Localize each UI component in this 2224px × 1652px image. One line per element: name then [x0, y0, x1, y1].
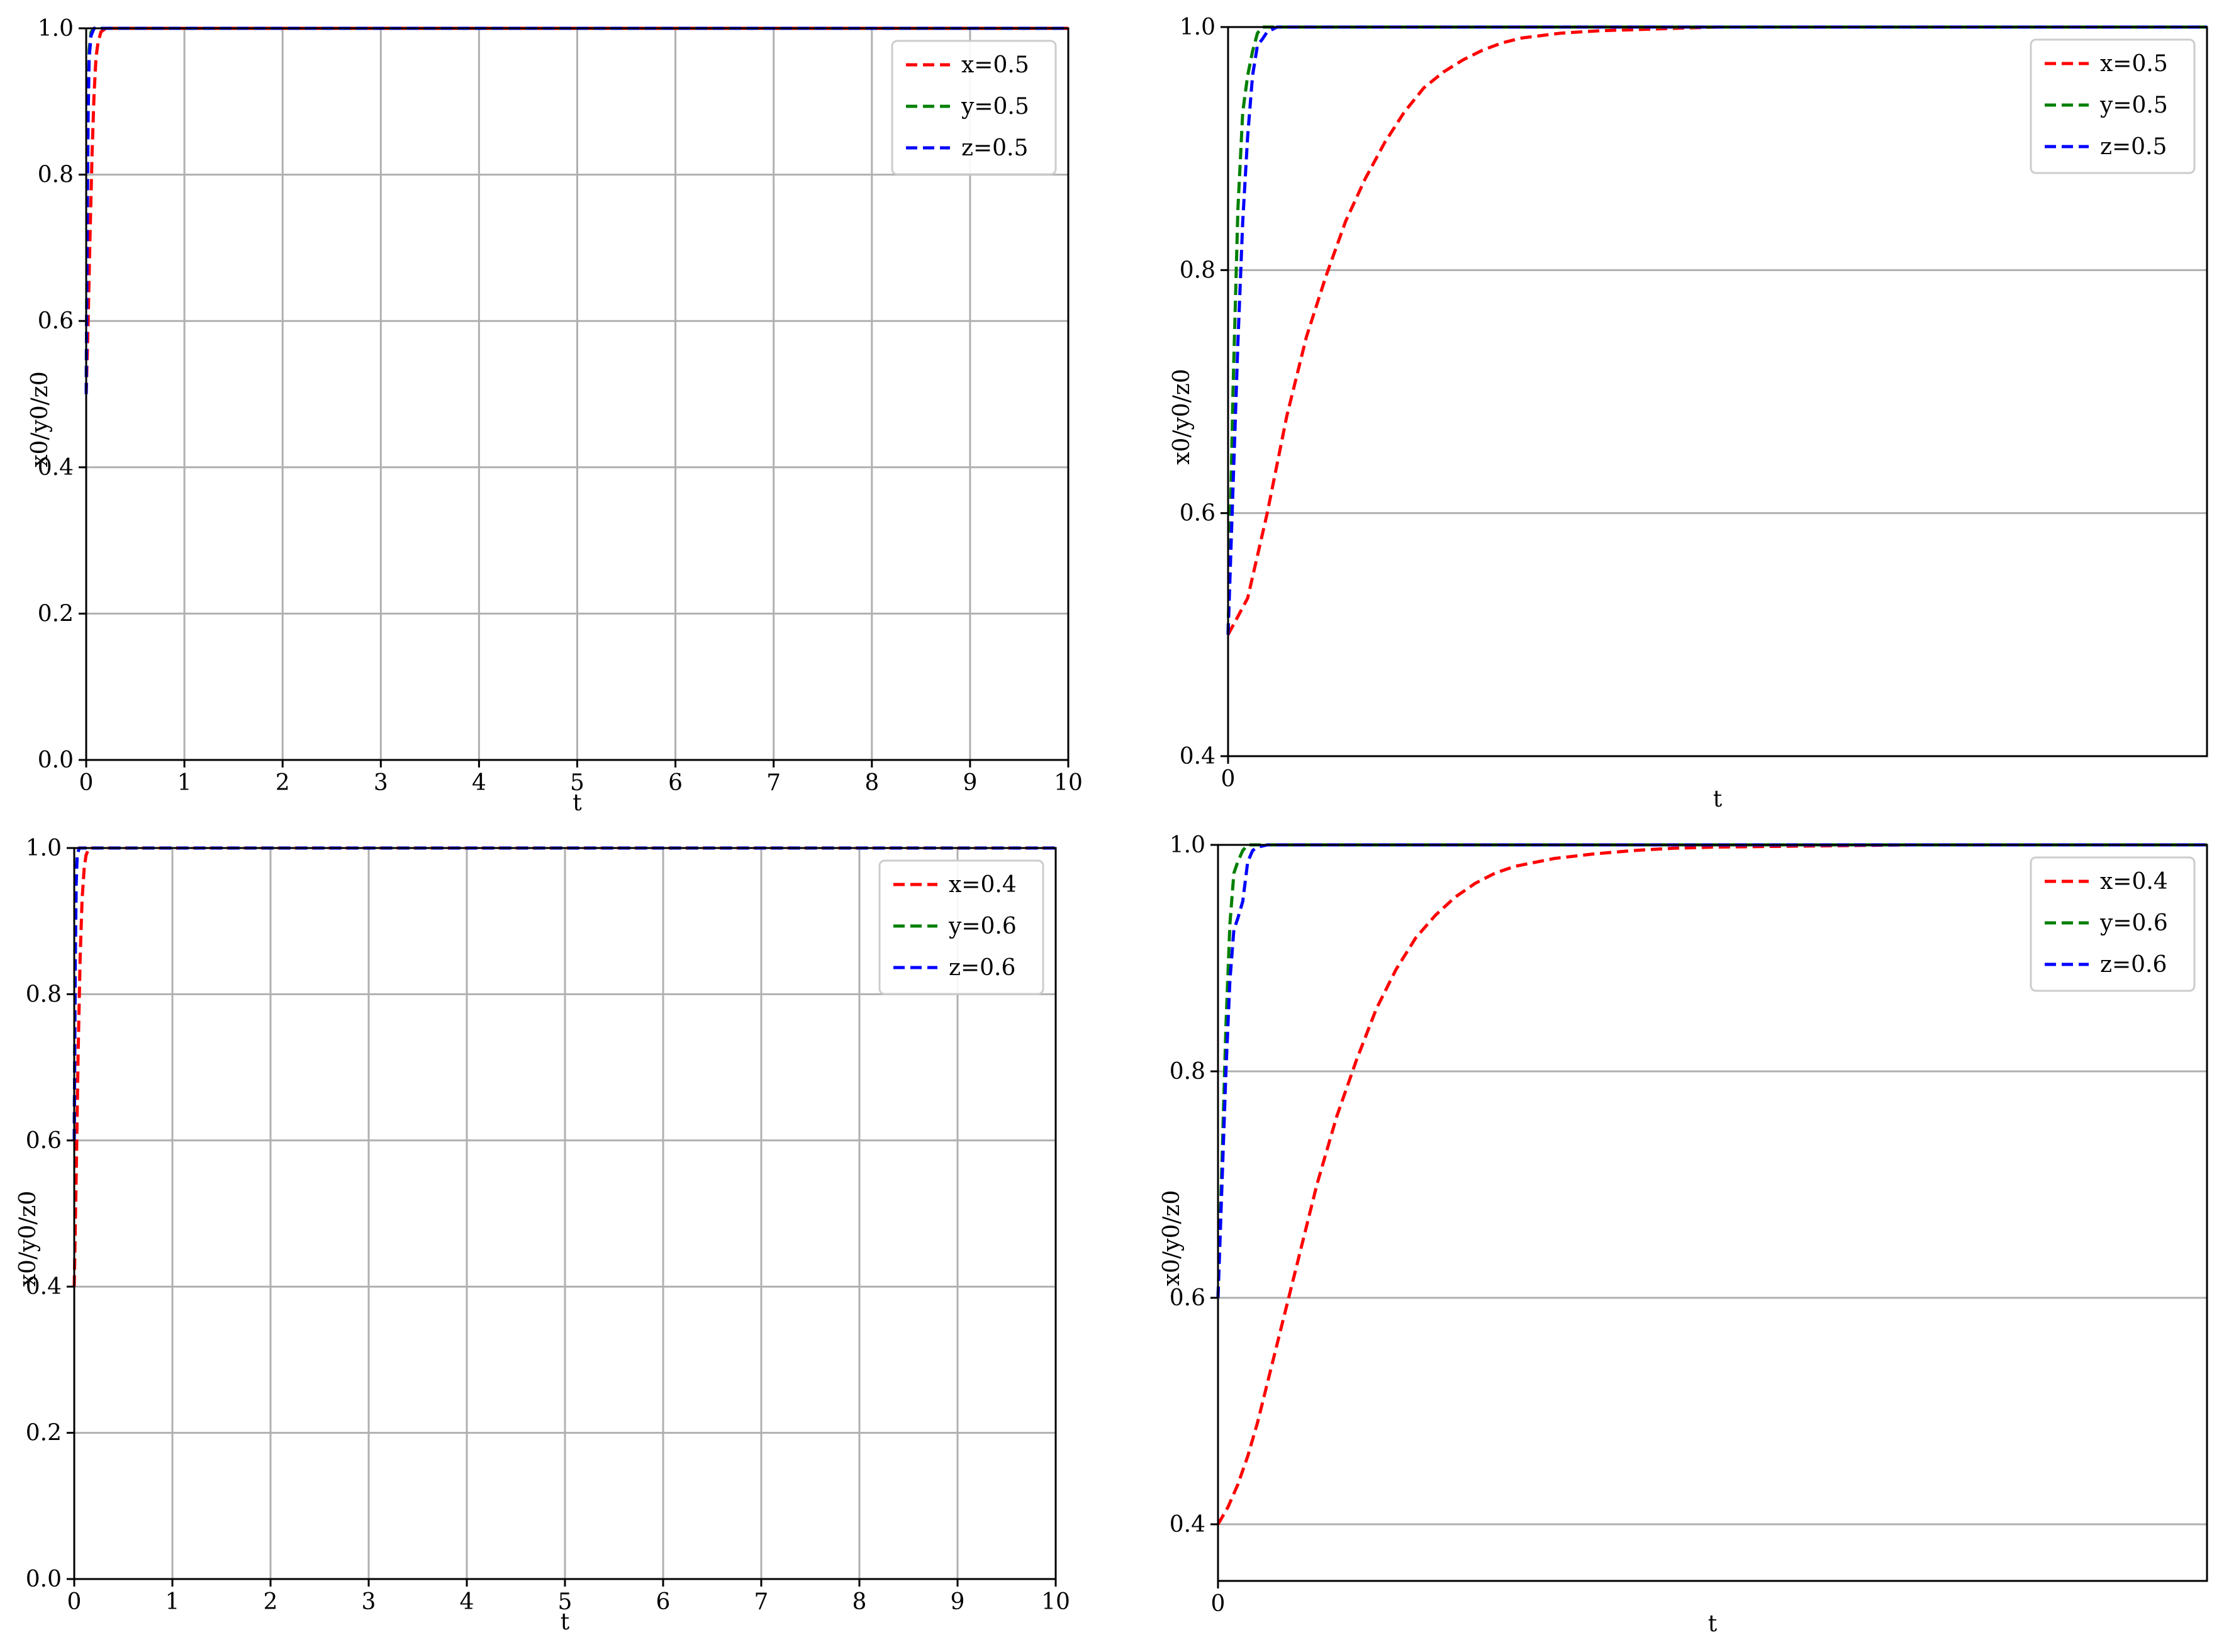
x-tick-label: 4 [472, 770, 486, 796]
chart-top-left: 0 1 2 3 4 5 6 7 8 9 10 0.0 0.2 0.4 0.6 0.8 1.0 t x0/y0/z0 x… [27, 16, 1083, 816]
y-tick-label: 0.8 [1170, 1059, 1205, 1085]
legend-entry: z=0.6 [949, 955, 1015, 981]
legend: x=0.5 y=0.5 z=0.5 [2030, 38, 2196, 174]
legend-entry: y=0.5 [961, 94, 1029, 120]
y-tick-label: 0.6 [38, 308, 74, 334]
legend-entry: x=0.4 [2100, 869, 2168, 895]
x-tick-label: 1 [177, 770, 192, 796]
y-axis-label: x0/y0/z0 [1169, 369, 1195, 465]
legend-entry: y=0.6 [2099, 910, 2168, 936]
legend: x=0.5 y=0.5 z=0.5 [891, 40, 1057, 176]
plot-frame [1217, 844, 2208, 1582]
x-tick-label: 0 [1221, 766, 1236, 792]
legend: x=0.4 y=0.6 z=0.6 [878, 859, 1044, 995]
legend-box [878, 859, 1044, 995]
legend-entry: z=0.5 [961, 135, 1028, 161]
series-line-x-0-4 [1216, 843, 2207, 1526]
x-axis-label: t [1708, 1611, 1718, 1637]
legend-entry: z=0.5 [2100, 134, 2167, 160]
x-axis-label: t [1713, 786, 1723, 812]
chart-bottom-left: 0 1 2 3 4 5 6 7 8 9 10 0.0 0.2 0.4 0.6 0.8 1.0 t x0/y0/z0 x… [15, 835, 1070, 1635]
y-tick-label: 0.6 [26, 1128, 62, 1154]
x-tick-label: 0 [79, 770, 94, 796]
legend-entry: x=0.5 [961, 52, 1029, 78]
series-line-z-0-6 [1216, 843, 2207, 1298]
x-tick-label: 7 [766, 770, 781, 796]
x-tick-label: 10 [1041, 1589, 1070, 1615]
y-tick-label: 0.8 [1180, 257, 1215, 283]
y-tick-label: 0.6 [1170, 1285, 1205, 1311]
x-tick-label: 5 [570, 770, 584, 796]
x-tick-label: 2 [264, 1589, 278, 1615]
y-tick-label: 0.6 [1180, 501, 1215, 527]
y-tick-label: 0.4 [38, 455, 74, 481]
y-tick-label: 0.2 [26, 1420, 62, 1446]
y-axis-label: x0/y0/z0 [1159, 1190, 1185, 1286]
legend-entry: x=0.4 [949, 872, 1017, 898]
legend-box [2030, 38, 2196, 174]
y-tick-label: 1.0 [38, 16, 74, 42]
plot-frame [1227, 26, 2208, 757]
legend-entry: y=0.6 [948, 913, 1017, 939]
x-tick-label: 0 [1211, 1591, 1226, 1617]
x-tick-label: 1 [165, 1589, 180, 1615]
x-axis-label: t [561, 1609, 570, 1635]
x-tick-label: 3 [374, 770, 388, 796]
legend-entry: z=0.6 [2100, 952, 2167, 978]
y-axis-label: x0/y0/z0 [27, 371, 53, 467]
y-tick-label: 0.0 [26, 1566, 62, 1592]
y-tick-label: 0.2 [38, 601, 74, 627]
x-tick-label: 8 [852, 1589, 867, 1615]
x-tick-label: 9 [963, 770, 977, 796]
x-tick-label: 10 [1054, 770, 1083, 796]
x-tick-label: 9 [951, 1589, 965, 1615]
x-tick-label: 8 [864, 770, 879, 796]
series-line-x-0-5 [1226, 25, 2207, 635]
y-tick-label: 1.0 [1170, 832, 1205, 858]
legend-box [891, 40, 1057, 176]
y-tick-label: 1.0 [1180, 14, 1215, 40]
y-tick-label: 0.4 [26, 1274, 62, 1300]
x-axis-label: t [573, 790, 582, 816]
legend-entry: x=0.5 [2100, 51, 2168, 77]
legend-box [2030, 856, 2196, 992]
chart-bottom-right: 0 0.4 0.6 0.8 1.0 t x0/y0/z0 x=0.4 y=0.6 z=0.6 [1159, 832, 2208, 1637]
y-tick-label: 0.0 [38, 747, 74, 773]
chart-top-right: 00.4 0.6 0.8 1.0 t x0/y0/z0 x=0.5 y=0.5 z=0.5 [1169, 14, 2208, 812]
y-tick-label: 0.4 [1180, 744, 1215, 769]
x-tick-label: 0 [67, 1589, 82, 1615]
y-tick-label: 0.8 [26, 981, 62, 1007]
x-tick-label: 6 [656, 1589, 671, 1615]
x-tick-label: 2 [276, 770, 290, 796]
y-tick-label: 1.0 [26, 835, 62, 861]
y-axis-label: x0/y0/z0 [15, 1191, 41, 1287]
y-tick-label: 0.8 [38, 162, 74, 188]
legend-entry: y=0.5 [2099, 92, 2168, 118]
x-tick-label: 5 [558, 1589, 573, 1615]
x-tick-label: 3 [362, 1589, 376, 1615]
legend: x=0.4 y=0.6 z=0.6 [2030, 856, 2196, 992]
x-tick-label: 7 [754, 1589, 769, 1615]
x-tick-label: 6 [668, 770, 683, 796]
x-tick-label: 4 [460, 1589, 474, 1615]
y-tick-label: 0.4 [1170, 1512, 1205, 1538]
